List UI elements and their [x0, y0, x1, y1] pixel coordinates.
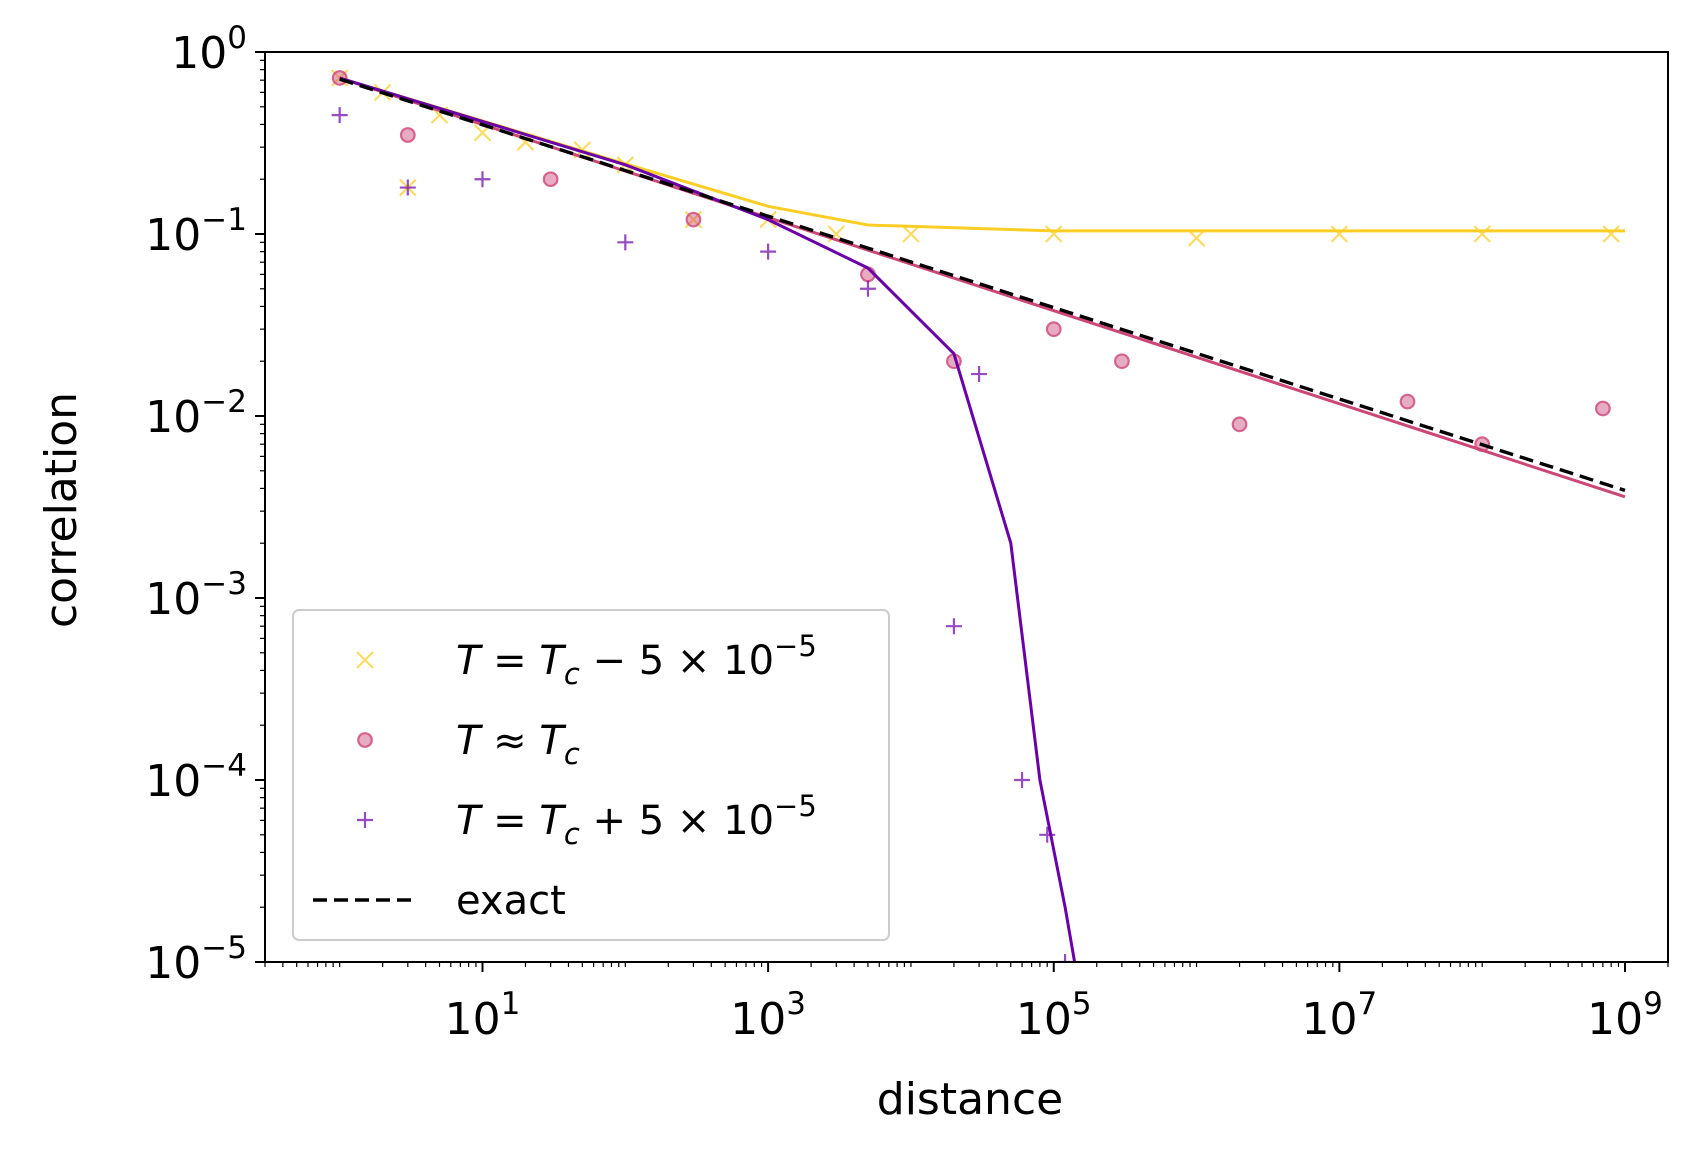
series-2-point	[1594, 400, 1611, 417]
series-3	[331, 76, 1077, 962]
series-3-point	[1039, 826, 1056, 843]
series-3-fit-line	[339, 76, 1077, 962]
y-tick-label: 10−4	[145, 748, 247, 807]
series-1-point	[1330, 225, 1349, 243]
x-tick-label: 101	[445, 986, 521, 1045]
series-4	[339, 77, 1626, 493]
series-1-point	[1602, 225, 1620, 243]
series-3-point	[1014, 772, 1031, 788]
x-tick-label: 103	[730, 986, 806, 1045]
y-tick-label: 10−3	[145, 566, 247, 625]
series-2-point	[1113, 353, 1130, 370]
legend-box	[292, 609, 890, 941]
legend: T = Tc − 5 × 10−5 T ≈ Tc T = Tc + 5 × 10−5…	[292, 609, 890, 941]
legend-marker	[357, 812, 373, 828]
legend-item: exact	[313, 878, 566, 924]
series-2-point	[1231, 416, 1248, 433]
axes-frame	[264, 51, 1669, 963]
y-tick-label: 10−1	[145, 202, 247, 261]
x-tick-label: 107	[1302, 986, 1378, 1045]
series-2-point	[399, 127, 416, 143]
x-tick-label: 105	[1016, 986, 1092, 1045]
series-1-point	[1473, 225, 1491, 243]
legend-item: T = Tc + 5 × 10−5	[357, 789, 817, 851]
series-3-point	[760, 243, 777, 260]
x-tick-label: 109	[1587, 986, 1663, 1045]
axis-ticks: 101 103 105 107 109 100 10−1 10−2 10−3 10−4 10−5	[145, 20, 1669, 1045]
series-2-point	[685, 211, 702, 228]
legend-item: T ≈ Tc	[357, 718, 580, 771]
x-axis-label: distance	[877, 1074, 1063, 1125]
legend-label: T = Tc + 5 × 10−5	[456, 789, 817, 851]
series-2-point	[542, 171, 559, 188]
series-1-point	[902, 225, 920, 243]
legend-label: T ≈ Tc	[456, 718, 580, 771]
series-1-point	[1187, 229, 1206, 247]
y-tick-label: 10−5	[145, 930, 247, 989]
y-axis-label: correlation	[36, 392, 87, 628]
series-3-point	[971, 366, 988, 383]
series-2-fit-line	[339, 76, 1626, 499]
series-3-point	[617, 234, 634, 251]
legend-label: exact	[456, 878, 566, 924]
legend-marker	[356, 651, 374, 669]
plot-content	[330, 69, 1626, 962]
legend-item: T = Tc − 5 × 10−5	[356, 629, 817, 691]
y-tick-label: 10−2	[145, 384, 247, 443]
series-2-point	[1045, 321, 1062, 338]
series-3-point	[399, 179, 416, 196]
exact-line	[339, 77, 1626, 493]
series-1-point	[1044, 225, 1063, 243]
series-3-point	[331, 107, 348, 124]
series-2-point	[1399, 393, 1416, 410]
series-3-point	[945, 618, 962, 635]
series-3-point	[474, 171, 491, 188]
series-3-point	[859, 280, 876, 297]
legend-label: T = Tc − 5 × 10−5	[456, 629, 817, 691]
legend-marker	[357, 732, 373, 748]
y-tick-label: 100	[171, 20, 247, 79]
series-3-point	[1057, 954, 1074, 962]
